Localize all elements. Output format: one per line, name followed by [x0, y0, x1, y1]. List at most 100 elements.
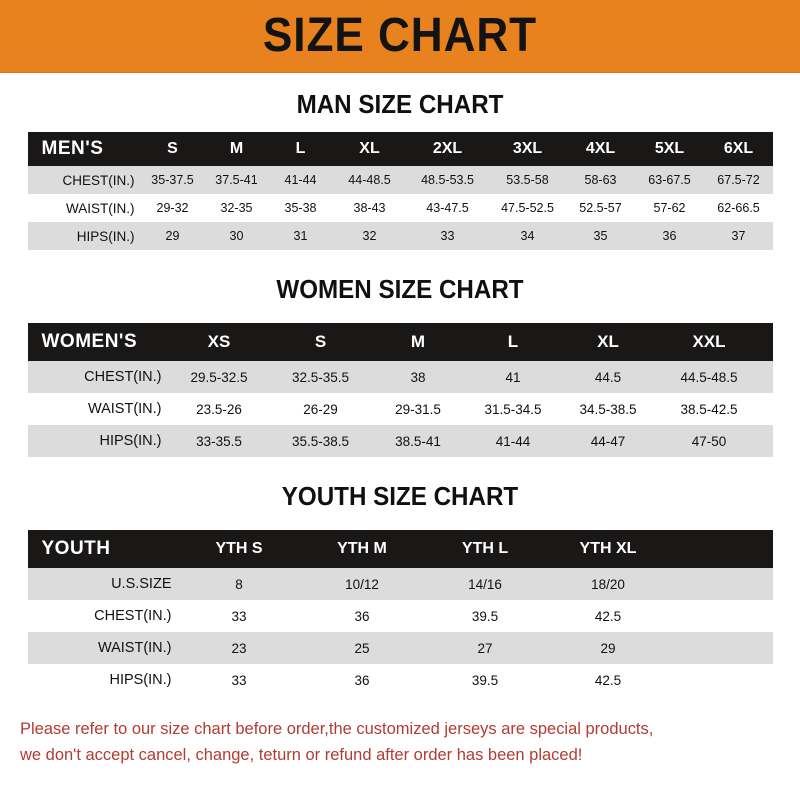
men-cell-2-4: 33 [440, 229, 455, 243]
youth-cell-3-0: 33 [231, 672, 247, 688]
women-cell-2-5: 47-50 [691, 433, 727, 449]
table-row: HIPS(IN.) 33-35.5 35.5-38.5 38.5-41 41-4… [27, 425, 773, 457]
women-cell-2-0: 33-35.5 [196, 433, 242, 449]
men-cell-0-7: 63-67.5 [648, 173, 691, 187]
banner-title: SIZE CHART [262, 9, 538, 62]
men-cell-0-6: 58-63 [584, 173, 617, 187]
youth-cell-3-4 [670, 664, 721, 696]
youth-row-label-3: HIPS(IN.) [109, 672, 172, 688]
youth-cell-1-4 [670, 600, 721, 632]
men-col-header-4: 2XL [432, 140, 463, 157]
youth-col-header-0: YTH S [215, 540, 263, 557]
youth-cell-0-2: 14/16 [468, 576, 502, 592]
notice-line-2: we don't accept cancel, change, teturn o… [20, 745, 583, 765]
youth-col-header-4 [670, 530, 721, 568]
men-cell-1-7: 57-62 [653, 201, 686, 215]
women-cell-1-0: 23.5-26 [196, 401, 242, 417]
men-col-header-1: M [229, 140, 244, 157]
table-row: HIPS(IN.) 33 36 39.5 42.5 [27, 664, 773, 696]
youth-cell-0-3: 18/20 [591, 576, 625, 592]
youth-row-label-2: WAIST(IN.) [97, 640, 172, 656]
men-cell-2-8: 37 [731, 229, 746, 243]
youth-col-header-1: YTH M [337, 540, 387, 557]
youth-col-header-2: YTH L [461, 540, 509, 557]
women-col-header-0: XS [207, 332, 231, 351]
men-cell-2-5: 34 [520, 229, 535, 243]
men-col-header-5: 3XL [512, 140, 543, 157]
youth-header-label: YOUTH [41, 538, 111, 559]
youth-cell-0-1: 10/12 [345, 576, 379, 592]
youth-cell-3-5 [721, 664, 773, 696]
women-cell-1-6 [763, 393, 773, 425]
women-cell-1-4: 34.5-38.5 [579, 401, 637, 417]
youth-cell-0-0: 8 [235, 576, 243, 592]
youth-cell-0-4 [670, 568, 721, 600]
youth-cell-3-1: 36 [354, 672, 370, 688]
women-size-table: WOMEN'S XS S M L XL XXL CHEST(IN.) 29.5-… [27, 323, 773, 457]
women-col-header-5: XXL [692, 332, 726, 351]
women-cell-0-5: 44.5-48.5 [680, 369, 738, 385]
order-policy-notice: Please refer to our size chart before or… [20, 716, 757, 769]
men-col-header-3: XL [359, 140, 380, 157]
women-cell-2-3: 41-44 [495, 433, 531, 449]
women-cell-1-5: 38.5-42.5 [680, 401, 738, 417]
youth-col-header-5 [721, 530, 773, 568]
youth-size-table: YOUTH YTH S YTH M YTH L YTH XL U.S.SIZE … [27, 530, 773, 696]
men-cell-0-5: 53.5-58 [506, 173, 549, 187]
women-cell-1-3: 31.5-34.5 [484, 401, 542, 417]
men-section-title: MAN SIZE CHART [296, 89, 504, 119]
men-cell-1-4: 43-47.5 [426, 201, 469, 215]
women-col-header-3: L [507, 332, 519, 351]
youth-cell-2-3: 29 [600, 640, 616, 656]
men-cell-1-3: 38-43 [353, 201, 386, 215]
women-header-label: WOMEN'S [41, 331, 138, 352]
men-col-header-2: L [295, 140, 306, 157]
youth-cell-2-0: 23 [231, 640, 247, 656]
banner: SIZE CHART [0, 0, 800, 73]
women-cell-1-2: 29-31.5 [395, 401, 441, 417]
youth-cell-1-5 [721, 600, 773, 632]
youth-cell-1-1: 36 [354, 608, 370, 624]
youth-cell-1-3: 42.5 [594, 608, 622, 624]
youth-cell-3-2: 39.5 [471, 672, 499, 688]
women-col-header-1: S [314, 332, 327, 351]
men-cell-2-1: 30 [229, 229, 244, 243]
youth-header-row: YOUTH YTH S YTH M YTH L YTH XL [27, 530, 773, 568]
women-row-label-2: HIPS(IN.) [99, 433, 162, 449]
women-col-header-4: XL [597, 332, 619, 351]
table-row: WAIST(IN.) 23 25 27 29 [27, 632, 773, 664]
table-row: U.S.SIZE 8 10/12 14/16 18/20 [27, 568, 773, 600]
men-cell-0-3: 44-48.5 [348, 173, 391, 187]
men-cell-2-2: 31 [293, 229, 308, 243]
women-cell-0-1: 32.5-35.5 [291, 369, 350, 385]
women-col-header-6 [763, 323, 773, 361]
men-cell-1-8: 62-66.5 [717, 201, 760, 215]
youth-cell-2-5 [721, 632, 773, 664]
youth-cell-2-1: 25 [354, 640, 370, 656]
men-cell-2-0: 29 [165, 229, 180, 243]
notice-line-1: Please refer to our size chart before or… [20, 719, 654, 738]
table-row: WAIST(IN.) 29-32 32-35 35-38 38-43 43-47… [27, 194, 773, 222]
men-row-label-2: HIPS(IN.) [76, 228, 135, 244]
table-row: CHEST(IN.) 33 36 39.5 42.5 [27, 600, 773, 632]
table-row: CHEST(IN.) 35-37.5 37.5-41 41-44 44-48.5… [27, 166, 773, 194]
women-cell-0-6 [763, 361, 773, 393]
men-header-row: MEN'S S M L XL 2XL 3XL 4XL 5XL 6XL [27, 132, 773, 166]
men-cell-0-4: 48.5-53.5 [421, 173, 474, 187]
women-cell-1-1: 26-29 [303, 401, 338, 417]
women-cell-2-2: 38.5-41 [395, 433, 441, 449]
youth-row-label-0: U.S.SIZE [111, 576, 172, 592]
table-row: HIPS(IN.) 29 30 31 32 33 34 35 36 37 [27, 222, 773, 250]
men-header-label: MEN'S [41, 138, 104, 159]
men-cell-1-6: 52.5-57 [579, 201, 622, 215]
women-cell-2-6 [763, 425, 773, 457]
women-header-row: WOMEN'S XS S M L XL XXL [27, 323, 773, 361]
men-cell-1-1: 32-35 [220, 201, 253, 215]
youth-row-label-1: CHEST(IN.) [94, 608, 172, 624]
men-cell-2-6: 35 [593, 229, 608, 243]
men-col-header-6: 4XL [585, 140, 616, 157]
women-col-header-2: M [410, 332, 426, 351]
youth-section-title: YOUTH SIZE CHART [281, 481, 519, 511]
women-cell-0-4: 44.5 [594, 369, 622, 385]
